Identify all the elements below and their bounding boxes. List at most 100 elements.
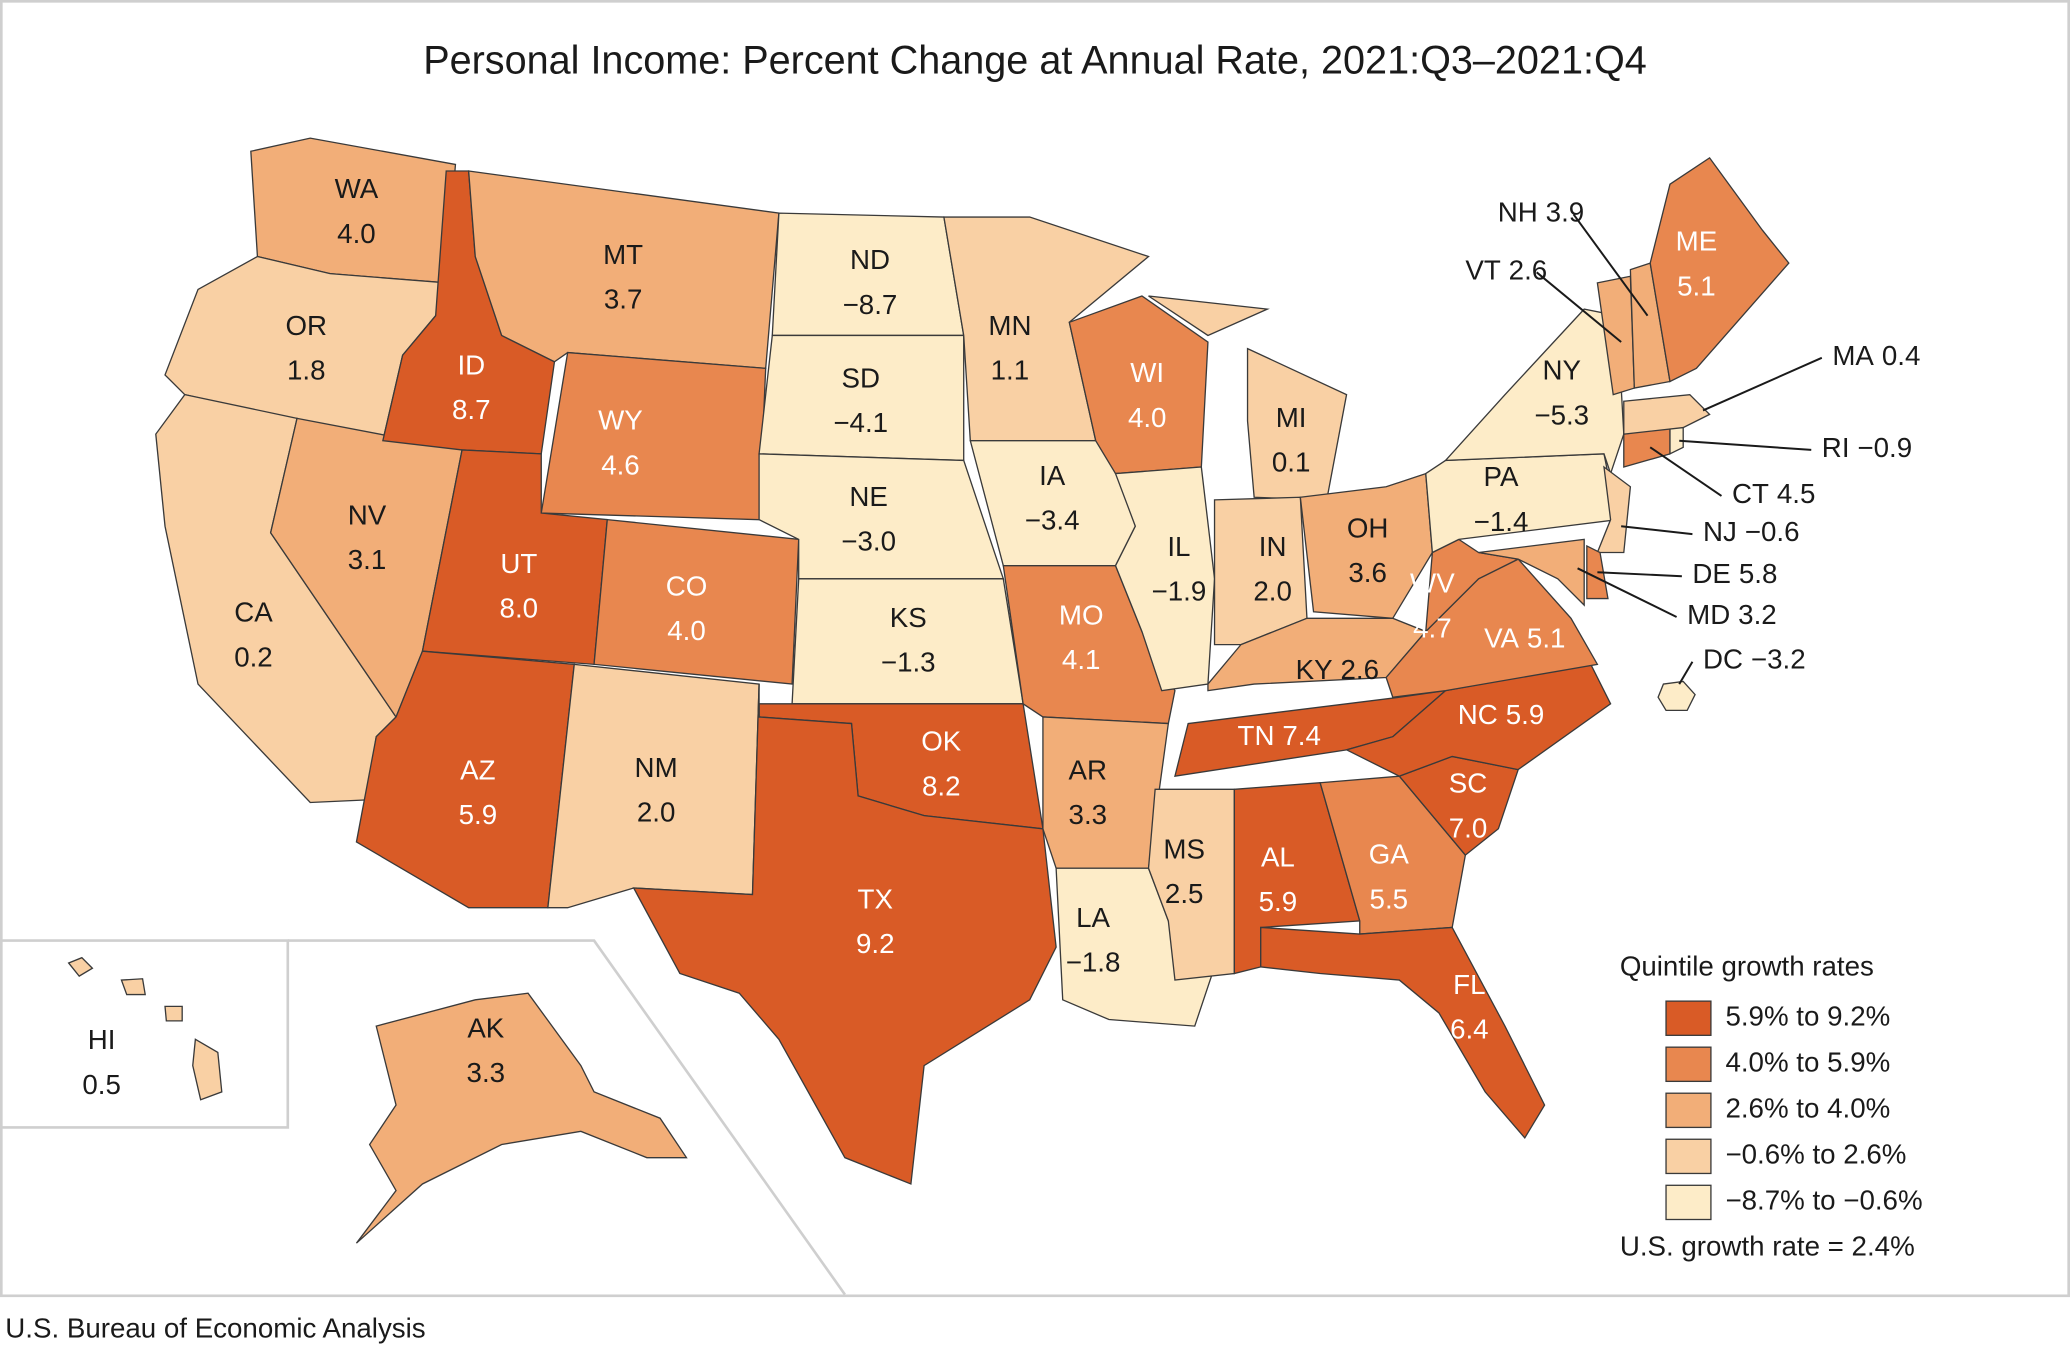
state-label: TN 7.4 (1238, 720, 1321, 751)
legend-swatch (1665, 1046, 1712, 1083)
state-value: 4.0 (337, 218, 376, 249)
state-value: 5.9 (1259, 886, 1298, 917)
legend-label: 5.9% to 9.2% (1725, 1001, 1890, 1032)
state-value: 7.0 (1449, 812, 1488, 843)
state-code: ID (457, 349, 485, 380)
source: U.S. Bureau of Economic Analysis (5, 1312, 425, 1343)
state-code: CT (1732, 478, 1769, 509)
state-value: 2.0 (637, 797, 676, 828)
state-value: −8.7 (843, 289, 898, 320)
state-value: 5.1 (1677, 270, 1716, 301)
state (1042, 716, 1170, 869)
state (1596, 465, 1632, 554)
chart-title: Personal Income: Percent Change at Annua… (423, 39, 1647, 83)
state-code: GA (1369, 839, 1410, 870)
state-value: 0.4 (1882, 340, 1921, 371)
legend-swatch (1665, 1092, 1712, 1129)
state-value: 0.5 (82, 1069, 121, 1100)
us-rate: U.S. growth rate = 2.4% (1620, 1231, 1915, 1262)
state-code: TX (858, 883, 893, 914)
legend-swatch (1665, 1138, 1712, 1175)
state-value: 8.7 (452, 394, 491, 425)
state (1444, 308, 1625, 476)
leader-line (1702, 356, 1823, 412)
leader-line (1621, 525, 1693, 536)
state (1649, 156, 1790, 383)
leader-line (1577, 567, 1678, 618)
state-label: KY 2.6 (1296, 655, 1379, 686)
state-value: 3.2 (1738, 599, 1777, 630)
state-code: DC (1703, 644, 1743, 675)
state-code: MO (1059, 599, 1104, 630)
state-code: AK (467, 1012, 505, 1043)
state (593, 518, 800, 685)
state-value: 6.4 (1450, 1014, 1489, 1045)
state-label: NJ −0.6 (1703, 516, 1799, 547)
state-value: −1.8 (1066, 947, 1121, 978)
state-code: FL (1453, 969, 1485, 1000)
state-value: 5.9 (459, 799, 498, 830)
state-code: NH (1498, 197, 1538, 228)
state-label: MD 3.2 (1687, 599, 1777, 630)
state (540, 351, 767, 521)
state-value: 4.0 (667, 615, 706, 646)
state-value: 2.6 (1509, 255, 1548, 286)
leader-line (1679, 439, 1812, 451)
state-value: 3.3 (467, 1057, 506, 1088)
legend-label: 2.6% to 4.0% (1725, 1093, 1890, 1124)
state-value: 2.0 (1253, 576, 1292, 607)
state-code: MD (1687, 599, 1730, 630)
leader-line (1597, 571, 1682, 578)
state-code: OK (921, 726, 962, 757)
state-code: UT (500, 548, 537, 579)
state-value: 1.1 (991, 355, 1030, 386)
state-code: SC (1449, 768, 1487, 799)
inset-frame (0, 939, 290, 1129)
state-value: 5.5 (1370, 883, 1409, 914)
state-value: 3.3 (1069, 799, 1108, 830)
state-code: NC (1458, 699, 1498, 730)
state-value: 5.1 (1527, 623, 1566, 654)
state-value: −4.1 (833, 407, 888, 438)
state-code: PA (1484, 461, 1519, 492)
state-code: NJ (1703, 516, 1737, 547)
state (1114, 466, 1216, 692)
state-label: CT 4.5 (1732, 478, 1815, 509)
state-value: 3.1 (348, 544, 387, 575)
state-code: OR (285, 310, 327, 341)
state-value: 5.8 (1739, 559, 1778, 590)
state-code: RI (1822, 432, 1850, 463)
state-value: 4.5 (1777, 478, 1816, 509)
state-code: WY (598, 405, 643, 436)
legend-swatch (1665, 1000, 1712, 1036)
state-value: 3.6 (1348, 557, 1387, 588)
state-code: KY (1296, 655, 1333, 686)
state-value: 5.9 (1506, 699, 1545, 730)
state-code: AZ (460, 755, 496, 786)
state-value: 3.9 (1546, 197, 1585, 228)
state (547, 663, 760, 909)
state-code: IN (1259, 531, 1287, 562)
state-code: NY (1542, 355, 1580, 386)
legend-label: −8.7% to −0.6% (1725, 1185, 1922, 1216)
state-code: IA (1039, 460, 1066, 491)
state (1657, 680, 1696, 712)
state-code: MN (988, 310, 1031, 341)
state-code: NV (348, 499, 387, 530)
state-code: WV (1410, 568, 1455, 599)
state (1425, 453, 1618, 554)
state-code: ND (850, 244, 890, 275)
state-label: DC −3.2 (1703, 644, 1806, 675)
leader-line (1572, 213, 1649, 317)
state (632, 684, 1057, 1185)
state-value: 0.2 (234, 641, 273, 672)
state-value: 2.5 (1165, 878, 1204, 909)
state-value: −1.3 (881, 647, 936, 678)
state-code: KS (890, 602, 927, 633)
state-value: −0.9 (1857, 432, 1912, 463)
state (758, 334, 965, 462)
state-code: WA (335, 173, 379, 204)
state-code: VA (1484, 623, 1519, 654)
state-code: CO (666, 570, 708, 601)
